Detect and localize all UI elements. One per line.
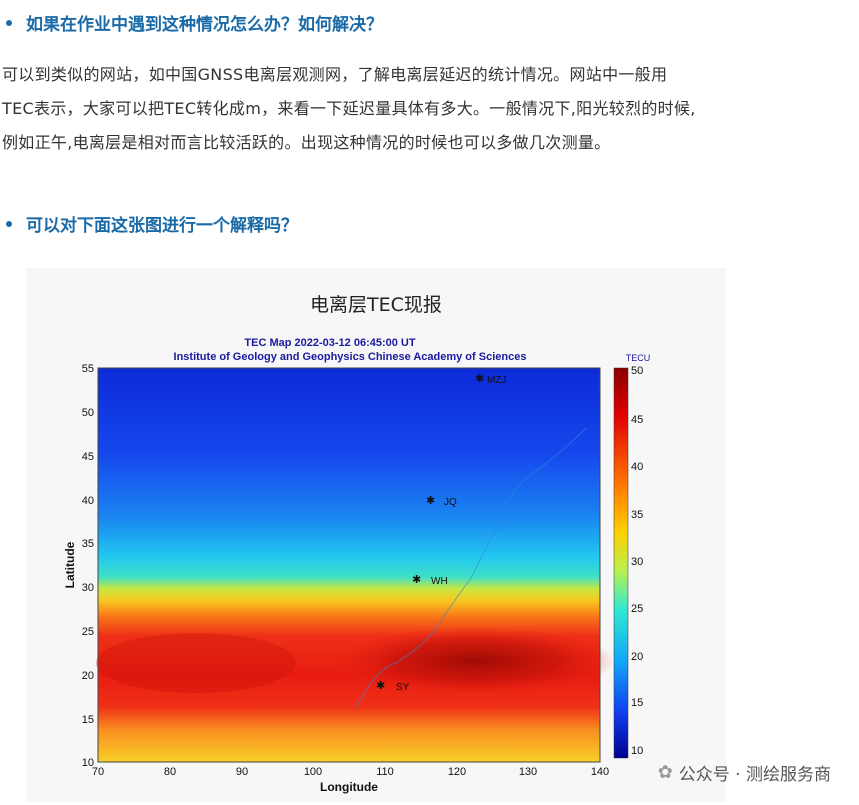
station-jq-label: JQ xyxy=(444,497,457,508)
answer-line-3: 例如正午,电离层是相对而言比较活跃的。出现这种情况的时候也可以多做几次测量。 xyxy=(2,133,611,152)
tec-heatmap xyxy=(98,368,600,762)
answer-line-1: 可以到类似的网站，如中国GNSS电离层观测网，了解电离层延迟的统计情况。网站中一… xyxy=(2,65,668,84)
question-heading-1: 如果在作业中遇到这种情况怎么办？如何解决？ xyxy=(6,10,383,35)
tec-maximum-region xyxy=(336,627,616,695)
question-heading-2: 可以对下面这张图进行一个解释吗？ xyxy=(6,211,298,236)
y-tick: 20 xyxy=(82,670,94,682)
x-axis-label: Longitude xyxy=(320,780,378,794)
x-tick: 110 xyxy=(376,766,394,778)
watermark-text: 公众号 · 测绘服务商 xyxy=(678,765,831,785)
y-tick: 45 xyxy=(82,451,94,463)
x-tick: 70 xyxy=(92,766,104,778)
station-wh-marker: ✱ xyxy=(412,574,421,586)
x-tick: 140 xyxy=(591,766,609,778)
colorbar-tick: 10 xyxy=(631,745,643,757)
y-tick: 50 xyxy=(82,407,94,419)
bullet-icon xyxy=(6,220,12,227)
x-tick: 80 xyxy=(164,766,176,778)
watermark: ✿ 公众号 · 测绘服务商 xyxy=(658,760,831,785)
colorbar xyxy=(613,367,629,759)
y-axis-ticks: 55 50 45 40 35 30 25 20 15 10 xyxy=(82,363,94,769)
figure-caption: 电离层TEC现报 xyxy=(310,294,442,316)
x-tick: 100 xyxy=(304,766,322,778)
colorbar-tick: 40 xyxy=(631,461,643,473)
y-tick: 25 xyxy=(82,626,94,638)
station-sy-marker: ✱ xyxy=(376,680,385,692)
station-mzj-marker: ✱ xyxy=(475,373,484,385)
y-tick: 30 xyxy=(82,582,94,594)
bullet-icon xyxy=(6,19,12,26)
question-1-text: 如果在作业中遇到这种情况怎么办？如何解决？ xyxy=(26,15,383,35)
colorbar-tick: 25 xyxy=(631,603,643,615)
x-tick: 90 xyxy=(236,766,248,778)
colorbar-tick: 50 xyxy=(631,365,643,377)
tec-map-figure: 电离层TEC现报 xyxy=(26,268,726,802)
y-tick: 35 xyxy=(82,538,94,550)
map-title: TEC Map 2022-03-12 06:45:00 UT xyxy=(244,337,415,349)
colorbar-label: TECU xyxy=(626,353,651,363)
station-sy-label: SY xyxy=(396,682,410,693)
x-tick: 120 xyxy=(448,766,466,778)
colorbar-tick: 30 xyxy=(631,556,643,568)
y-tick: 10 xyxy=(82,757,94,769)
map-frame xyxy=(97,367,601,763)
tec-high-region-west xyxy=(96,633,296,693)
colorbar-tick: 45 xyxy=(631,414,643,426)
colorbar-tick: 15 xyxy=(631,697,643,709)
question-2-text: 可以对下面这张图进行一个解释吗？ xyxy=(26,216,298,236)
tec-map-svg: TEC Map 2022-03-12 06:45:00 UT Institute… xyxy=(63,337,651,794)
x-axis-ticks: 70 80 90 100 110 120 130 140 xyxy=(92,766,609,778)
y-tick: 55 xyxy=(82,363,94,375)
wechat-icon: ✿ xyxy=(657,762,673,783)
y-axis-label: Latitude xyxy=(63,541,77,588)
answer-line-2: TEC表示，大家可以把TEC转化成m，来看一下延迟量具体有多大。一般情况下,阳光… xyxy=(2,99,696,118)
y-tick: 15 xyxy=(82,714,94,726)
coastline xyxy=(355,427,587,709)
colorbar-tick: 35 xyxy=(631,509,643,521)
station-mzj-label: MZJ xyxy=(487,375,506,386)
map-subtitle: Institute of Geology and Geophysics Chin… xyxy=(174,351,527,363)
x-tick: 130 xyxy=(519,766,537,778)
colorbar-ticks: 50 45 40 35 30 25 20 15 10 xyxy=(631,365,643,757)
station-wh-label: WH xyxy=(431,576,448,587)
colorbar-tick: 20 xyxy=(631,651,643,663)
station-markers: ✱ MZJ ✱ JQ ✱ WH ✱ SY xyxy=(376,373,506,693)
station-jq-marker: ✱ xyxy=(426,495,435,507)
answer-paragraph: 可以到类似的网站，如中国GNSS电离层观测网，了解电离层延迟的统计情况。网站中一… xyxy=(2,58,852,160)
y-tick: 40 xyxy=(82,495,94,507)
